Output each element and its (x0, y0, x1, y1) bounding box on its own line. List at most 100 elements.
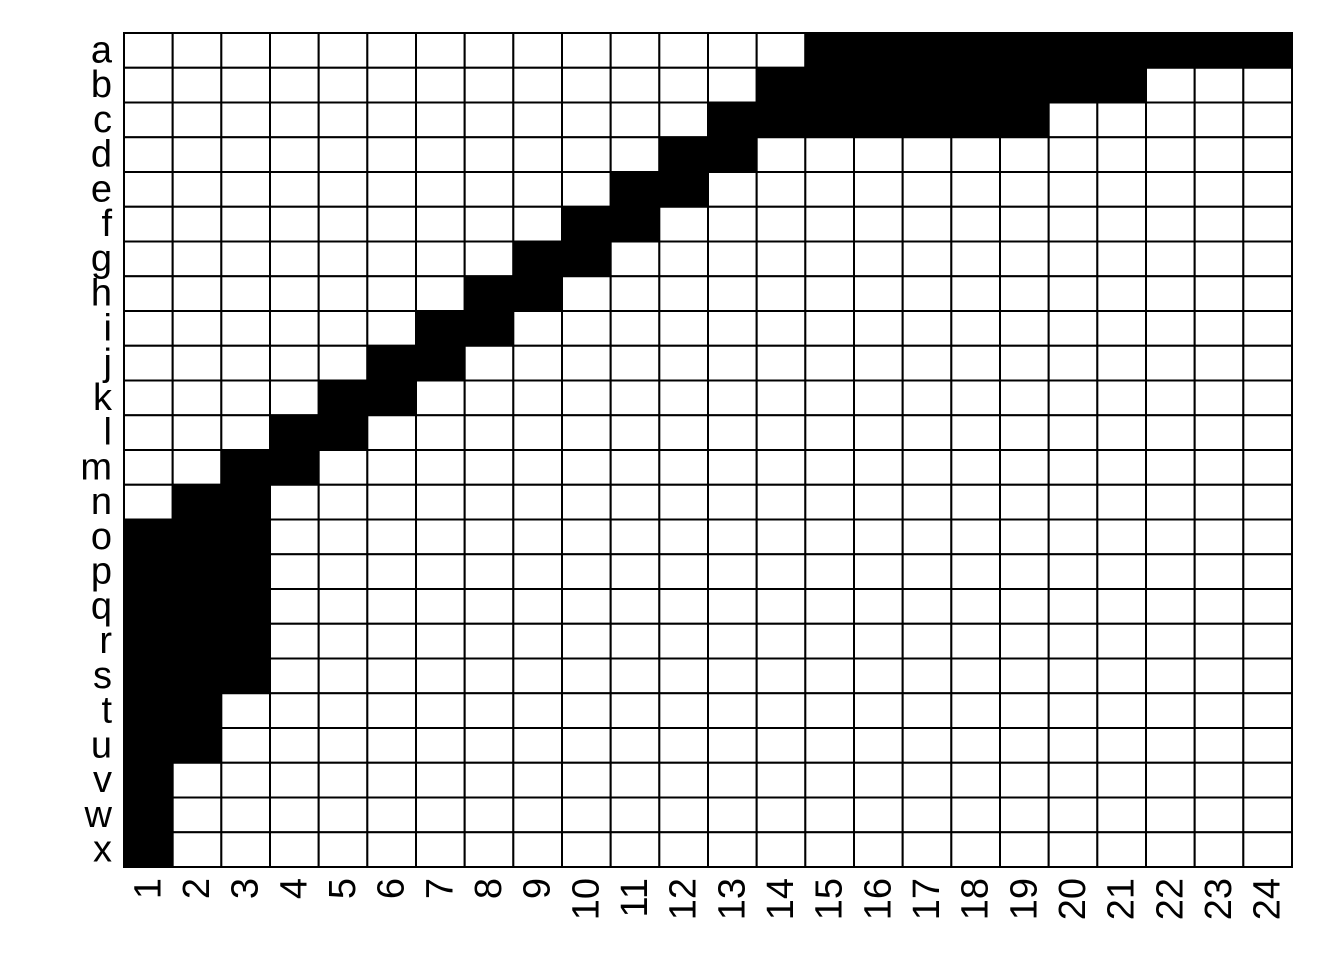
heatmap-cell-n-10 (561, 483, 612, 521)
column-label-16: 16 (857, 878, 899, 920)
heatmap-cell-n-24 (1242, 483, 1293, 521)
heatmap-cell-r-7 (415, 622, 466, 660)
heatmap-cell-f-20 (1047, 205, 1099, 243)
heatmap-cell-c-21 (1096, 101, 1147, 139)
heatmap-cell-o-6 (366, 518, 417, 556)
heatmap-cell-g-10 (561, 240, 612, 278)
heatmap-cell-m-1 (123, 449, 174, 486)
heatmap-cell-w-14 (755, 796, 807, 834)
heatmap-cell-w-2 (171, 796, 223, 834)
heatmap-cell-k-6 (366, 379, 417, 417)
heatmap-cell-d-6 (366, 136, 417, 173)
heatmap-cell-e-18 (950, 171, 1002, 208)
heatmap-cell-b-21 (1096, 66, 1147, 104)
row-label-x: x (93, 829, 112, 871)
heatmap-cell-m-24 (1242, 449, 1293, 486)
heatmap-cell-w-17 (901, 796, 953, 834)
heatmap-cell-n-20 (1047, 483, 1099, 521)
heatmap-cell-e-14 (755, 171, 807, 208)
heatmap-cell-f-9 (512, 205, 564, 243)
heatmap-cell-d-4 (269, 136, 320, 173)
heatmap-cell-m-22 (1145, 449, 1196, 486)
row-label-a: a (91, 29, 113, 71)
heatmap-cell-o-8 (463, 518, 515, 556)
heatmap-cell-l-11 (609, 414, 661, 451)
heatmap-cell-p-5 (317, 553, 369, 590)
heatmap-cell-j-24 (1242, 344, 1293, 382)
heatmap-cell-q-18 (950, 588, 1002, 625)
heatmap-cell-g-14 (755, 240, 807, 278)
heatmap-cell-r-17 (901, 622, 953, 660)
heatmap-cell-n-5 (317, 483, 369, 521)
heatmap-cell-k-21 (1096, 379, 1147, 417)
heatmap-cell-m-5 (317, 449, 369, 486)
heatmap-cell-f-23 (1193, 205, 1245, 243)
heatmap-cell-v-16 (853, 761, 904, 799)
heatmap-cell-a-7 (415, 32, 466, 69)
row-label-c: c (93, 99, 112, 141)
heatmap-cell-u-24 (1242, 727, 1293, 764)
heatmap-cell-a-2 (171, 32, 223, 69)
heatmap-cell-w-20 (1047, 796, 1099, 834)
heatmap-cell-q-22 (1145, 588, 1196, 625)
heatmap-cell-u-17 (901, 727, 953, 764)
heatmap-cell-n-7 (415, 483, 466, 521)
heatmap-cell-q-4 (269, 588, 320, 625)
heatmap-cell-j-8 (463, 344, 515, 382)
heatmap-cell-h-19 (999, 275, 1050, 312)
column-label-19: 19 (1003, 878, 1045, 920)
heatmap-cell-x-1 (123, 831, 174, 868)
heatmap-cell-k-15 (804, 379, 856, 417)
row-label-j: j (103, 342, 112, 384)
heatmap-cell-l-3 (220, 414, 271, 451)
heatmap-cell-d-1 (123, 136, 174, 173)
heatmap-cell-r-8 (463, 622, 515, 660)
heatmap-cell-p-2 (171, 553, 223, 590)
heatmap-cell-o-20 (1047, 518, 1099, 556)
heatmap-cell-i-14 (755, 310, 807, 347)
heatmap-cell-r-23 (1193, 622, 1245, 660)
heatmap-cell-p-8 (463, 553, 515, 590)
heatmap-cell-x-11 (609, 831, 661, 868)
heatmap-cell-f-17 (901, 205, 953, 243)
heatmap-cell-j-4 (269, 344, 320, 382)
heatmap-cell-u-21 (1096, 727, 1147, 764)
heatmap-cell-e-24 (1242, 171, 1293, 208)
heatmap-cell-s-21 (1096, 657, 1147, 695)
heatmap-cell-l-10 (561, 414, 612, 451)
heatmap-cell-u-20 (1047, 727, 1099, 764)
column-labels: 1 2 3 4 5 6 7 8 9 10 11 12 13 14 15 16 17 18 19 20 21 22 23 24 (127, 878, 1288, 920)
heatmap-cell-m-12 (658, 449, 710, 486)
heatmap-cell-d-20 (1047, 136, 1099, 173)
heatmap-cell-w-21 (1096, 796, 1147, 834)
heatmap-cell-x-6 (366, 831, 417, 868)
heatmap-cell-b-18 (950, 66, 1002, 104)
heatmap-cell-f-1 (123, 205, 174, 243)
heatmap-cell-i-19 (999, 310, 1050, 347)
heatmap-cell-h-13 (707, 275, 758, 312)
heatmap-cell-p-7 (415, 553, 466, 590)
heatmap-cell-g-4 (269, 240, 320, 278)
heatmap-cell-u-8 (463, 727, 515, 764)
column-label-22: 22 (1149, 878, 1191, 920)
heatmap-cell-k-19 (999, 379, 1050, 417)
heatmap-cell-g-11 (609, 240, 661, 278)
column-label-2: 2 (176, 878, 218, 899)
heatmap-cell-c-10 (561, 101, 612, 139)
heatmap-cell-e-20 (1047, 171, 1099, 208)
heatmap-cell-r-20 (1047, 622, 1099, 660)
heatmap-cell-l-13 (707, 414, 758, 451)
heatmap-cell-b-3 (220, 66, 271, 104)
heatmap-cell-e-22 (1145, 171, 1196, 208)
heatmap-cell-u-1 (123, 727, 174, 764)
heatmap-cell-o-5 (317, 518, 369, 556)
heatmap-cell-a-4 (269, 32, 320, 69)
heatmap-cell-q-23 (1193, 588, 1245, 625)
heatmap-cell-k-12 (658, 379, 710, 417)
heatmap-cell-q-6 (366, 588, 417, 625)
heatmap-cell-o-18 (950, 518, 1002, 556)
heatmap-cell-t-3 (220, 692, 271, 729)
heatmap-cell-w-4 (269, 796, 320, 834)
heatmap-cell-a-15 (804, 32, 856, 69)
